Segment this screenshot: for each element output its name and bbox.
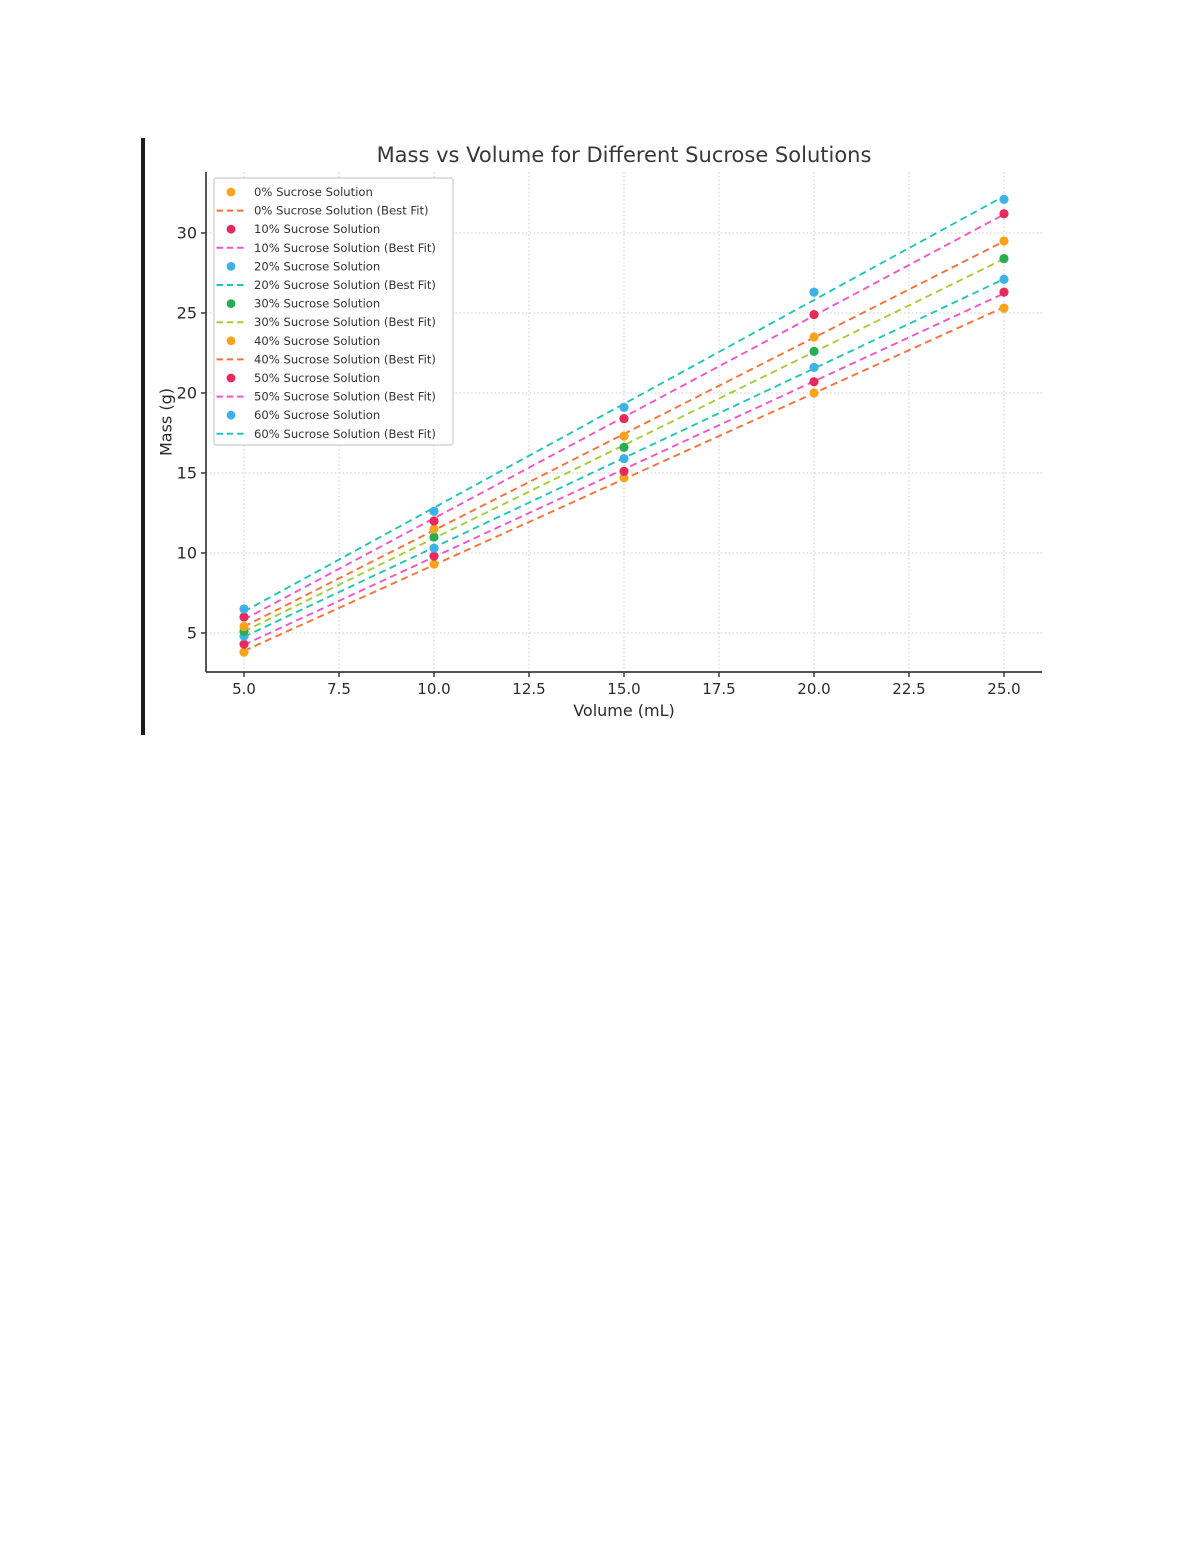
- legend-entry-label: 50% Sucrose Solution: [254, 371, 380, 385]
- data-point-series-1: [999, 287, 1009, 297]
- chart-title: Mass vs Volume for Different Sucrose Sol…: [376, 143, 872, 167]
- data-point-series-3: [429, 532, 439, 542]
- x-tick-label: 25.0: [987, 680, 1020, 698]
- best-fit-line-6: [243, 195, 1005, 613]
- data-point-series-5: [999, 209, 1009, 219]
- x-axis-label: Volume (mL): [573, 701, 675, 720]
- data-point-series-0: [809, 388, 819, 398]
- x-tick-label: 20.0: [797, 680, 830, 698]
- data-point-series-1: [429, 551, 439, 561]
- data-point-series-4: [429, 524, 439, 534]
- data-point-series-2: [619, 453, 629, 464]
- x-tick-label: 5.0: [232, 680, 256, 698]
- legend-marker-icon: [226, 224, 236, 234]
- data-point-series-5: [239, 612, 249, 622]
- y-tick-label: 5: [187, 623, 197, 642]
- plot-area: 5.0 7.5 10.0 12.5 15.0 17.5 20.0 22.5 25.0 5 10 15 2…: [177, 172, 1042, 698]
- data-point-series-0: [619, 473, 629, 483]
- legend-entry-label: 50% Sucrose Solution (Best Fit): [254, 390, 436, 404]
- legend-marker-icon: [226, 262, 236, 271]
- legend-entry-label: 60% Sucrose Solution (Best Fit): [254, 427, 436, 441]
- legend-entry-label: 40% Sucrose Solution: [254, 334, 380, 348]
- y-tick-label: 15: [177, 463, 197, 482]
- legend-entry-label: 0% Sucrose Solution: [254, 185, 373, 199]
- data-point-series-6: [619, 402, 629, 412]
- legend-entry-label: 10% Sucrose Solution (Best Fit): [254, 241, 436, 255]
- data-point-series-3: [619, 442, 629, 452]
- data-point-series-4: [619, 431, 629, 441]
- data-point-series-5: [809, 309, 819, 320]
- legend-marker-icon: [226, 299, 236, 308]
- legend-marker-icon: [226, 336, 236, 346]
- x-tick-label: 15.0: [607, 680, 640, 698]
- x-tick-label: 10.0: [417, 680, 450, 698]
- data-point-series-6: [429, 506, 439, 516]
- data-point-series-5: [619, 413, 629, 424]
- legend-entry-label: 30% Sucrose Solution (Best Fit): [254, 315, 436, 329]
- data-point-series-1: [619, 466, 629, 476]
- data-point-series-1: [809, 377, 819, 387]
- legend-entry-label: 40% Sucrose Solution (Best Fit): [254, 352, 436, 366]
- data-point-series-2: [809, 362, 819, 372]
- x-tick-label: 22.5: [892, 680, 925, 698]
- legend-entry-label: 0% Sucrose Solution (Best Fit): [254, 204, 429, 218]
- legend-entry-label: 60% Sucrose Solution: [254, 408, 380, 422]
- data-point-series-0: [999, 303, 1009, 313]
- legend-box: [213, 177, 454, 446]
- data-point-series-2: [429, 543, 439, 553]
- legend-entry-label: 20% Sucrose Solution: [254, 259, 380, 273]
- data-point-series-2: [999, 274, 1009, 284]
- data-point-series-0: [429, 559, 439, 569]
- legend-entry-label: 10% Sucrose Solution: [254, 222, 380, 236]
- data-point-series-3: [999, 253, 1009, 264]
- data-point-series-6: [809, 287, 819, 297]
- x-tick-label: 17.5: [702, 680, 735, 698]
- data-point-series-4: [999, 236, 1009, 246]
- y-tick-label: 30: [177, 223, 197, 242]
- y-tick-label: 25: [177, 303, 197, 322]
- data-point-series-0: [239, 647, 249, 657]
- best-fit-line-3: [243, 258, 1005, 633]
- legend-marker-icon: [226, 187, 236, 197]
- left-vertical-rule: [141, 138, 145, 735]
- x-tick-label: 12.5: [512, 680, 545, 698]
- legend-entry-label: 30% Sucrose Solution: [254, 297, 380, 311]
- legend-marker-icon: [226, 410, 236, 420]
- data-point-series-5: [429, 516, 439, 526]
- legend-entry-label: 20% Sucrose Solution (Best Fit): [254, 278, 436, 292]
- data-point-series-6: [239, 604, 249, 614]
- y-tick-label: 20: [177, 383, 197, 402]
- data-point-series-4: [809, 332, 819, 342]
- x-tick-label: 7.5: [327, 680, 351, 698]
- data-point-series-3: [809, 346, 819, 356]
- data-point-series-4: [239, 621, 249, 632]
- y-tick-label: 10: [177, 543, 197, 562]
- legend-marker-icon: [226, 373, 236, 383]
- data-point-series-6: [999, 194, 1009, 204]
- data-point-series-1: [239, 639, 249, 649]
